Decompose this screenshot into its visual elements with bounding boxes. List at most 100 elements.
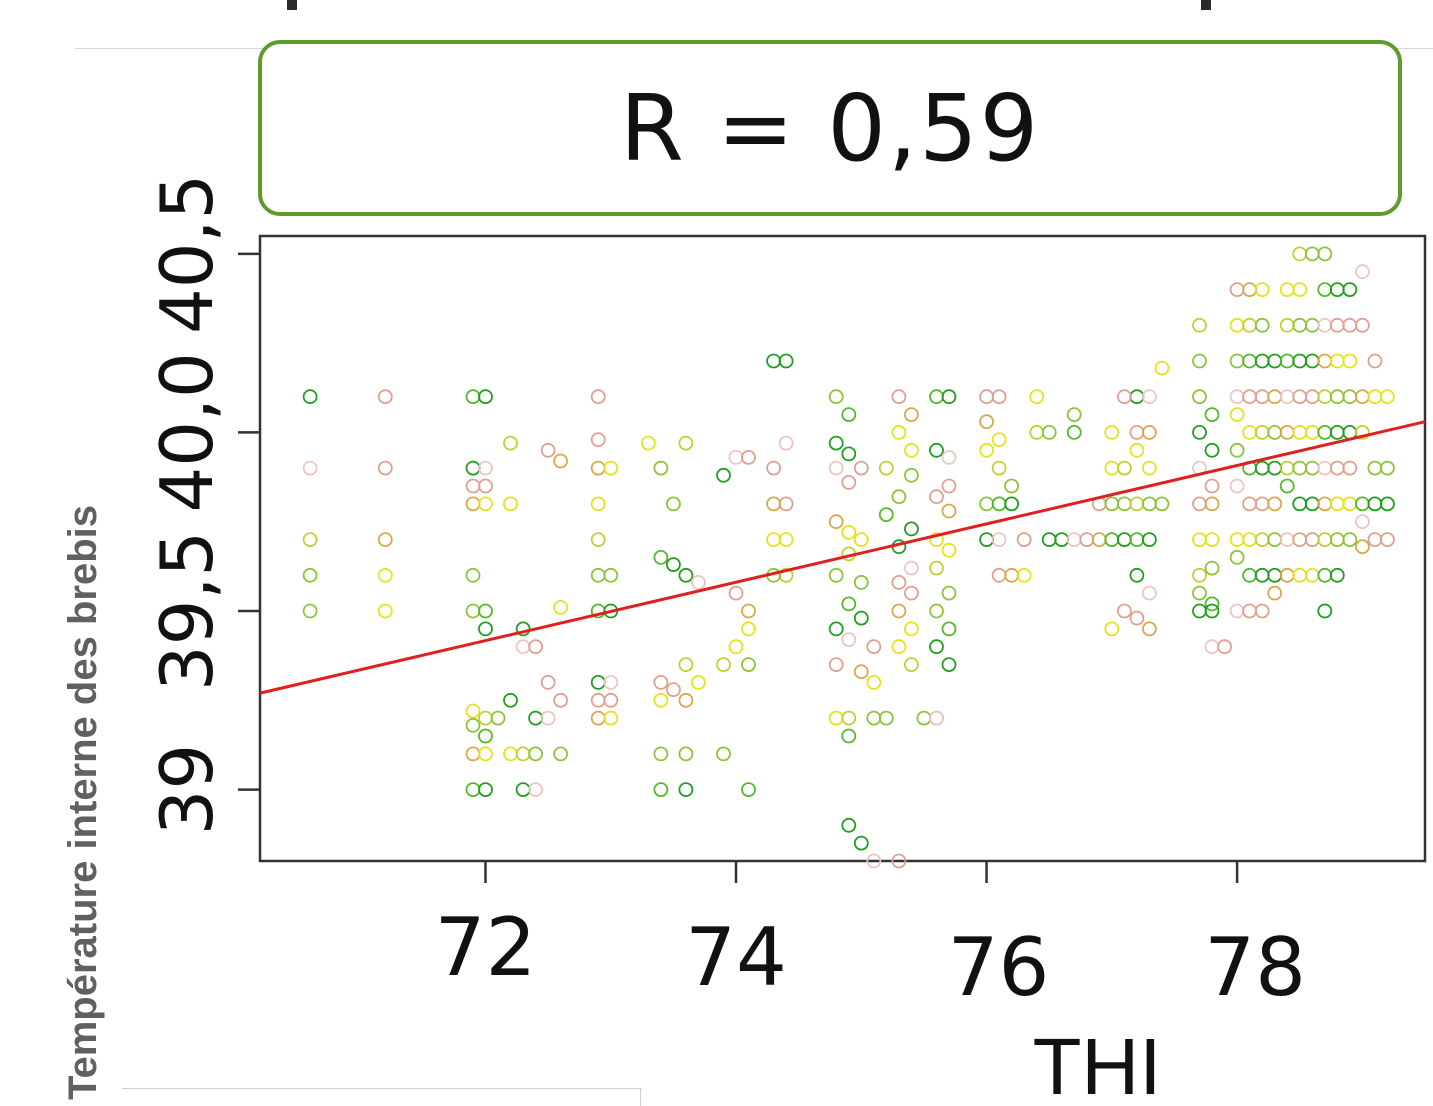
x-tick-label: 72 (435, 901, 537, 994)
data-point (302, 532, 318, 547)
data-point (853, 460, 869, 476)
data-point (478, 389, 493, 405)
data-point (1267, 585, 1283, 601)
data-point (603, 710, 619, 726)
data-point (1367, 532, 1383, 547)
data-point (941, 389, 957, 405)
data-point (1104, 424, 1120, 440)
data-point (1317, 282, 1333, 298)
data-point (828, 567, 844, 583)
data-point (1204, 603, 1220, 619)
y-axis-label-container: Température interne des brebis (58, 400, 108, 1100)
data-point (741, 782, 756, 797)
data-point (1329, 532, 1345, 547)
data-point (716, 657, 731, 672)
data-point (528, 639, 543, 655)
data-point (904, 657, 919, 672)
correlation-box: R = 0,59 (258, 40, 1402, 216)
data-point (1292, 532, 1308, 547)
data-point (1029, 389, 1045, 405)
data-point (1242, 389, 1257, 405)
data-point (866, 853, 882, 869)
data-point (1329, 389, 1345, 405)
regression-line (259, 420, 1426, 695)
data-point (1117, 389, 1132, 405)
data-point (979, 442, 994, 458)
data-point (841, 446, 857, 462)
data-point (891, 853, 907, 869)
data-point (929, 489, 944, 505)
y-axis: 39 39,5 40,0 40,5 (145, 174, 260, 835)
data-point (1254, 282, 1270, 298)
data-point (979, 496, 994, 512)
data-point (1004, 567, 1019, 583)
data-point (878, 460, 894, 476)
data-point (1154, 496, 1170, 512)
data-point (841, 817, 857, 833)
data-point (1267, 532, 1283, 547)
data-point (1329, 317, 1345, 333)
data-point (590, 460, 606, 476)
data-point (1279, 532, 1295, 547)
data-point (741, 657, 756, 672)
data-point (1041, 532, 1057, 547)
data-point (1204, 478, 1220, 494)
data-point (1304, 460, 1320, 476)
data-point (553, 746, 568, 762)
data-point (1292, 389, 1308, 405)
data-point (1342, 317, 1358, 333)
data-point (1192, 603, 1207, 619)
data-point (1029, 424, 1045, 440)
data-point (941, 478, 957, 494)
data-point (1279, 353, 1295, 369)
data-point (1142, 424, 1157, 440)
data-point (1342, 353, 1358, 369)
data-point (1142, 389, 1157, 405)
plot-frame (258, 234, 1427, 863)
data-point (841, 407, 857, 423)
data-point (553, 600, 568, 615)
data-point (1329, 460, 1345, 476)
x-tick-label: 74 (685, 911, 787, 1004)
data-point (478, 478, 493, 494)
data-point (904, 407, 919, 423)
data-point (1129, 567, 1145, 583)
data-point (1367, 496, 1383, 512)
data-point (828, 621, 844, 637)
data-point (590, 389, 606, 405)
data-point (929, 560, 944, 576)
data-point (653, 692, 669, 708)
data-point (678, 692, 694, 708)
data-point (878, 507, 894, 522)
y-axis-label: Température interne des brebis (61, 505, 105, 1100)
data-point (1117, 532, 1132, 547)
data-point (465, 717, 481, 733)
data-point (778, 435, 794, 451)
data-point (1279, 282, 1295, 298)
data-point (828, 460, 844, 476)
data-point (1304, 496, 1320, 512)
data-point (1104, 532, 1120, 547)
data-point (465, 389, 481, 405)
data-point (1142, 621, 1157, 637)
data-point (1117, 603, 1132, 619)
data-point (979, 389, 994, 405)
data-point (377, 460, 393, 476)
data-point (1317, 603, 1333, 619)
data-point (1317, 460, 1333, 476)
data-point (1292, 246, 1308, 262)
data-point (1317, 246, 1333, 262)
data-point (540, 442, 556, 458)
data-point (1229, 442, 1245, 458)
data-point (853, 610, 869, 626)
data-point (841, 525, 857, 540)
y-tick-label: 40,0 (145, 352, 229, 512)
data-point (678, 746, 694, 762)
top-edge-mark-right (1201, 0, 1211, 10)
data-point (302, 603, 318, 619)
data-point (590, 710, 606, 726)
data-point (490, 710, 506, 726)
data-point (1254, 603, 1270, 619)
data-point (1292, 567, 1308, 583)
